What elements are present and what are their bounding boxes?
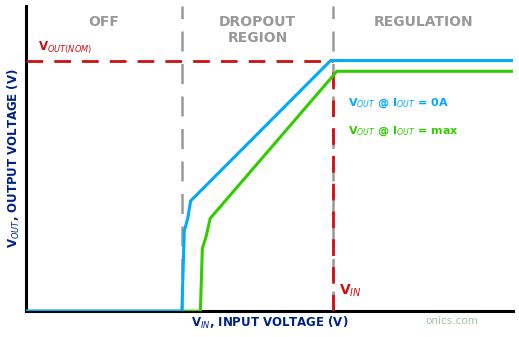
Text: V$_{IN}$: V$_{IN}$ (339, 282, 362, 299)
Text: V$_{OUT}$ @ I$_{OUT}$ = 0A: V$_{OUT}$ @ I$_{OUT}$ = 0A (348, 97, 448, 110)
Text: V$_{OUT}$ @ I$_{OUT}$ = max: V$_{OUT}$ @ I$_{OUT}$ = max (348, 124, 458, 137)
Text: OFF: OFF (88, 15, 119, 29)
Text: DROPOUT
REGION: DROPOUT REGION (219, 15, 296, 45)
Text: REGULATION: REGULATION (374, 15, 473, 29)
Text: onics.com: onics.com (426, 316, 479, 326)
X-axis label: V$_{IN}$, INPUT VOLTAGE (V): V$_{IN}$, INPUT VOLTAGE (V) (191, 315, 348, 332)
Text: V$_{OUT(NOM)}$: V$_{OUT(NOM)}$ (38, 39, 92, 56)
Y-axis label: V$_{OUT}$, OUTPUT VOLTAGE (V): V$_{OUT}$, OUTPUT VOLTAGE (V) (6, 68, 22, 248)
